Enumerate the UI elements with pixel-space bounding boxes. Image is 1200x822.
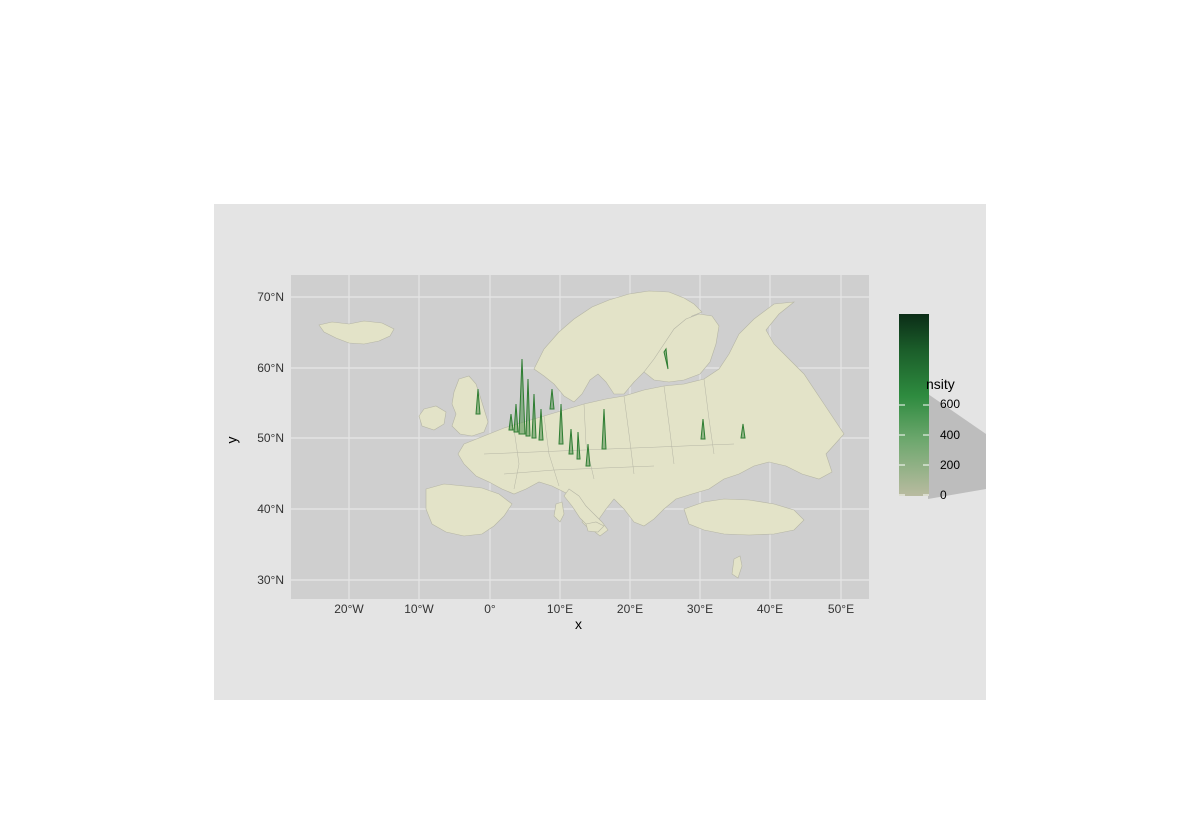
sardinia-shape	[553, 501, 565, 523]
iberia-shape	[425, 483, 513, 537]
map-canvas	[291, 275, 869, 599]
levant-shape	[731, 555, 743, 579]
x-tick-30e: 30°E	[686, 602, 714, 616]
legend-tick-marks	[899, 404, 929, 496]
density-spikes	[475, 347, 746, 467]
ireland-shape	[418, 405, 447, 431]
y-tick-50n: 50°N	[257, 431, 284, 445]
legend-tick-400: 400	[940, 428, 961, 442]
x-tick-50e: 50°E	[827, 602, 855, 616]
x-tick-20e: 20°E	[616, 602, 644, 616]
turkey-shape	[683, 498, 805, 536]
iceland-shape	[318, 320, 395, 345]
plot-panel: 70°N 60°N 50°N 40°N 30°N 20°W 10°W 0° 10…	[214, 204, 986, 700]
legend-tick-600: 600	[940, 397, 961, 411]
x-tick-20w: 20°W	[334, 602, 364, 616]
x-tick-0: 0°	[484, 602, 496, 616]
country-borders	[483, 378, 735, 490]
y-tick-40n: 40°N	[257, 502, 284, 516]
sicily-shape	[585, 521, 605, 533]
legend-title: nsity	[926, 376, 955, 392]
y-axis-title: y	[223, 436, 240, 444]
y-tick-70n: 70°N	[257, 290, 284, 304]
x-tick-10e: 10°E	[546, 602, 574, 616]
legend-shadow-shape	[928, 394, 986, 499]
legend-tick-0: 0	[940, 488, 947, 502]
y-tick-30n: 30°N	[257, 573, 284, 587]
y-tick-60n: 60°N	[257, 361, 284, 375]
legend-graphic	[899, 314, 986, 499]
x-tick-10w: 10°W	[404, 602, 434, 616]
finland-shape	[643, 313, 720, 383]
britain-shape	[451, 375, 489, 437]
x-axis-title: x	[575, 616, 582, 632]
legend-tick-200: 200	[940, 458, 961, 472]
x-tick-40e: 40°E	[756, 602, 784, 616]
